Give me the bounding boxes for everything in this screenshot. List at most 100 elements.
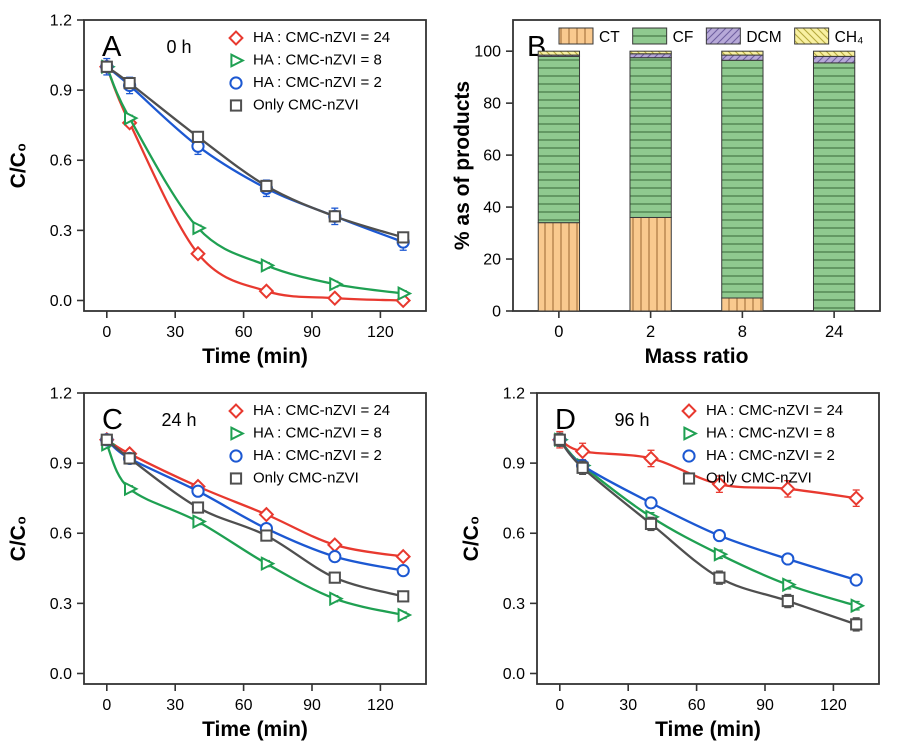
square-marker xyxy=(553,433,566,446)
y-tick-label: 60 xyxy=(483,148,501,165)
diamond-marker xyxy=(574,443,591,460)
legend-label: HA : CMC-nZVI = 2 xyxy=(253,74,382,91)
circle-marker xyxy=(712,528,726,543)
x-axis-label: Time (min) xyxy=(655,718,761,741)
bar-segment-CH₄ xyxy=(629,50,672,55)
panel-subtitle: 0 h xyxy=(166,37,191,57)
x-tick-label: 90 xyxy=(303,697,321,714)
y-tick-label: 0.0 xyxy=(50,666,72,683)
panel-letter: D xyxy=(555,404,576,436)
legend-label: DCM xyxy=(746,29,781,46)
legend-label: HA : CMC-nZVI = 8 xyxy=(706,425,835,442)
axes: 0 30 60 90 120 0.0 0.3 0.6 0.9 1.2 Time (min) C/C₀ xyxy=(7,13,427,368)
legend-label: Only CMC-nZVI xyxy=(253,97,359,114)
bar-segment-CH₄ xyxy=(537,50,581,56)
diamond-marker xyxy=(848,490,865,506)
diamond-marker xyxy=(228,403,244,419)
circle-marker xyxy=(396,564,410,578)
legend-label: HA : CMC-nZVI = 8 xyxy=(253,52,382,69)
panel-d: 0 30 60 90 120 0.0 0.3 0.6 0.9 1.2 Time (min) C/C₀ D… xyxy=(453,373,906,746)
x-tick-label: 120 xyxy=(820,697,847,714)
legend-label: HA : CMC-nZVI = 8 xyxy=(253,425,382,442)
y-tick-label: 0.3 xyxy=(50,223,72,240)
x-axis-label: Mass ratio xyxy=(645,345,749,368)
y-tick-label: 40 xyxy=(483,200,501,217)
panel-c-chart: 0 30 60 90 120 0.0 0.3 0.6 0.9 1.2 Time (min) C/C₀ C… xyxy=(7,386,427,741)
legend: HA : CMC-nZVI = 24 HA : CMC-nZVI = 8 HA : … xyxy=(228,29,390,114)
diamond-marker xyxy=(326,537,343,553)
square-marker xyxy=(328,571,341,584)
axes: 0 30 60 90 120 0.0 0.3 0.6 0.9 1.2 Time (min) C/C₀ xyxy=(7,386,427,741)
square-marker xyxy=(328,210,341,223)
square-marker xyxy=(397,231,410,244)
x-axis-label: Time (min) xyxy=(202,718,308,741)
y-tick-label: 0.9 xyxy=(50,83,72,100)
square-marker xyxy=(191,130,205,143)
y-tick-label: 1.2 xyxy=(50,13,72,30)
y-tick-label: 0.9 xyxy=(503,456,525,473)
diamond-marker xyxy=(258,506,275,523)
y-tick-label: 100 xyxy=(474,44,501,61)
bar-segment-DCM xyxy=(629,53,672,59)
x-tick-label: 8 xyxy=(738,323,747,341)
square-marker xyxy=(397,590,410,603)
square-marker xyxy=(260,529,273,542)
panel-letter: A xyxy=(102,31,122,63)
triangle-right-marker xyxy=(329,276,344,292)
square-marker xyxy=(229,99,243,112)
legend-label: HA : CMC-nZVI = 24 xyxy=(706,402,843,419)
panel-a: 0 30 60 90 120 0.0 0.3 0.6 0.9 1.2 Time (min) C/C₀ A… xyxy=(0,0,453,373)
circle-marker xyxy=(849,573,863,587)
bar-segment-CH₄ xyxy=(721,50,764,56)
triangle-right-marker xyxy=(124,110,139,126)
square-marker xyxy=(191,501,205,514)
square-marker xyxy=(100,433,113,446)
x-tick-label: 2 xyxy=(646,323,655,341)
y-axis-label: C/C₀ xyxy=(7,143,30,189)
diamond-marker xyxy=(711,476,728,492)
panel-b: 0 20 40 60 80 100 0 2 8 24 Mass ratio % as of produ… xyxy=(451,0,906,373)
legend-label: HA : CMC-nZVI = 24 xyxy=(253,29,390,46)
panel-d-chart: 0 30 60 90 120 0.0 0.3 0.6 0.9 1.2 Time (min) C/C₀ D… xyxy=(460,386,880,741)
diamond-marker xyxy=(258,283,275,299)
y-tick-label: 0.6 xyxy=(503,526,525,543)
y-tick-label: 0.3 xyxy=(50,596,72,613)
square-marker xyxy=(260,179,273,193)
diamond-marker xyxy=(228,30,244,46)
x-tick-label: 0 xyxy=(554,323,563,341)
x-tick-label: 60 xyxy=(235,697,253,714)
series-3 xyxy=(100,433,410,603)
triangle-right-marker xyxy=(713,546,729,562)
bar-segment-CH₄ xyxy=(812,50,856,57)
bar-segment-CT xyxy=(629,216,672,312)
y-tick-label: 0.3 xyxy=(503,596,525,613)
bar-segment-CF xyxy=(629,57,672,218)
legend-label: CT xyxy=(599,29,620,46)
y-tick-label: 1.2 xyxy=(50,386,72,403)
diamond-marker xyxy=(643,450,659,467)
x-tick-label: 30 xyxy=(166,697,184,714)
square-marker xyxy=(123,77,136,90)
series-3 xyxy=(553,432,863,632)
bar-segment-DCM xyxy=(812,55,856,64)
bar-24 xyxy=(812,50,856,312)
panel-letter: C xyxy=(102,404,123,436)
x-tick-label: 120 xyxy=(367,697,394,714)
triangle-right-marker xyxy=(683,426,699,441)
legend: HA : CMC-nZVI = 24 HA : CMC-nZVI = 8 HA : … xyxy=(228,402,390,487)
y-tick-label: 0.9 xyxy=(50,456,72,473)
triangle-right-marker xyxy=(850,598,866,614)
fit-curve xyxy=(558,438,857,607)
x-tick-label: 60 xyxy=(688,697,706,714)
legend-swatch xyxy=(558,27,594,45)
square-marker xyxy=(713,571,726,584)
bar-8 xyxy=(721,50,764,312)
x-tick-label: 60 xyxy=(235,324,253,341)
y-tick-label: 0.6 xyxy=(50,153,72,170)
triangle-right-marker xyxy=(192,514,208,529)
diamond-marker xyxy=(395,548,412,565)
bar-2 xyxy=(629,50,672,312)
fit-curve xyxy=(106,65,404,244)
